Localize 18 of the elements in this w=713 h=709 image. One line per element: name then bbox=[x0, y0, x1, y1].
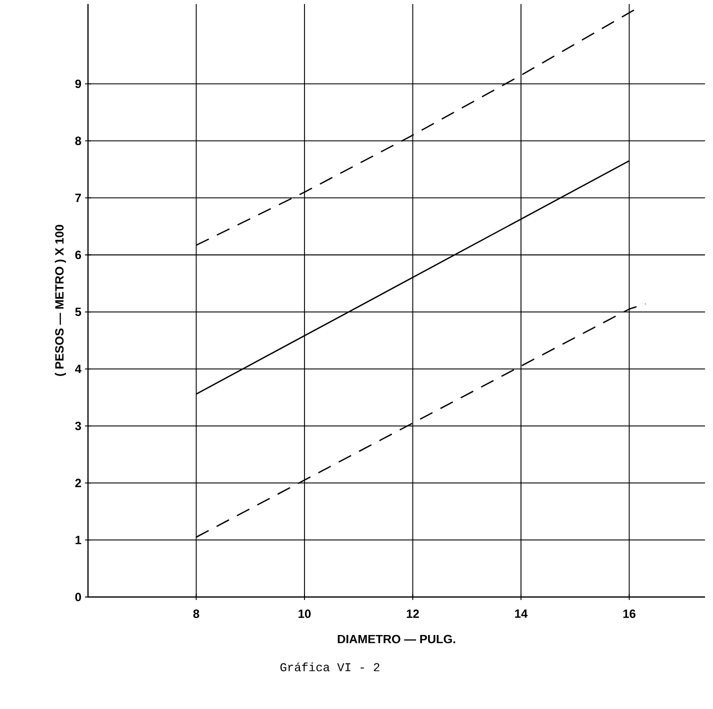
y-tick-label: 8 bbox=[75, 136, 82, 146]
y-tick-label: 3 bbox=[75, 422, 82, 430]
y-tick-label: 5 bbox=[75, 308, 82, 316]
y-tick-label: 6 bbox=[75, 250, 82, 260]
y-tick-label: 4 bbox=[75, 364, 82, 374]
x-tick-label: 8 bbox=[193, 610, 200, 618]
y-axis-title: ( PESOS — METRO ) X 100 bbox=[54, 224, 66, 376]
y-tick-label: 1 bbox=[76, 536, 82, 544]
x-tick-label: 10 bbox=[298, 610, 311, 618]
x-tick-label: 14 bbox=[515, 610, 528, 618]
x-axis-title: DIAMETRO — PULG. bbox=[338, 634, 456, 644]
text: Gráfica VI - 2 bbox=[280, 662, 380, 672]
x-tick-label: 12 bbox=[406, 610, 419, 618]
x-tick-label: 16 bbox=[623, 610, 636, 618]
y-tick-label: 9 bbox=[75, 80, 82, 88]
y-tick-label: 2 bbox=[75, 478, 82, 488]
y-tick-label: 7 bbox=[75, 194, 81, 202]
y-tick-label: 0 bbox=[75, 592, 81, 602]
